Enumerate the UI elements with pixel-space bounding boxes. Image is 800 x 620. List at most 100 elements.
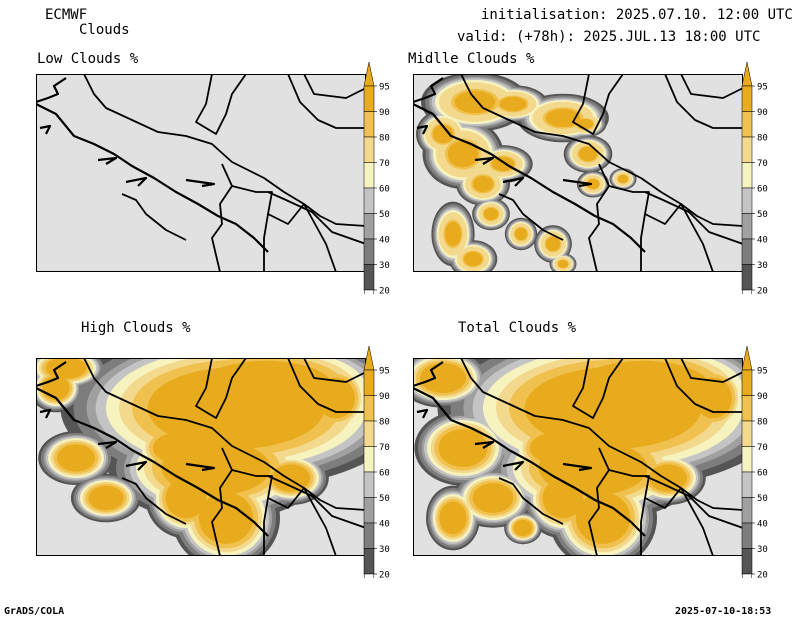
panel-title-low: Low Clouds % <box>37 51 139 67</box>
country-border <box>303 74 366 99</box>
country-border <box>498 477 564 525</box>
footer-timestamp: 2025-07-10-18:53 <box>675 606 772 617</box>
coastline <box>36 77 67 104</box>
country-border <box>680 203 714 272</box>
middle-clouds-map <box>413 74 743 272</box>
cloud-cell <box>575 360 711 416</box>
colorbar-label: 40 <box>379 520 390 530</box>
cloud-cell <box>491 156 515 172</box>
colorbar-segment <box>363 111 375 138</box>
coastline <box>413 387 646 537</box>
cloud-cell <box>575 492 631 544</box>
low-clouds-map <box>36 74 366 272</box>
total-clouds-panel <box>413 358 743 556</box>
colorbar-low-svg: 95 90 80 70 60 50 40 30 20 <box>363 61 390 294</box>
colorbar-label: 40 <box>757 236 768 246</box>
colorbar-label: 90 <box>379 392 390 402</box>
country-border <box>287 74 366 129</box>
colorbar-label: 90 <box>379 108 390 118</box>
map-lines <box>36 74 366 272</box>
country-border <box>588 163 610 272</box>
country-border <box>680 358 743 383</box>
cloud-cell <box>88 485 124 511</box>
cloud-cell <box>542 477 584 519</box>
country-border <box>267 203 305 225</box>
coastline <box>185 462 216 472</box>
country-border <box>303 358 366 383</box>
footer-credit: GrADS/COLA <box>4 606 65 617</box>
colorbar-label: 50 <box>379 210 390 220</box>
map-lines <box>413 358 743 556</box>
colorbar-label: 90 <box>757 392 768 402</box>
colorbar-label: 60 <box>757 185 768 195</box>
colorbar-bottom-arrow <box>363 289 375 294</box>
colorbar-segment <box>363 446 375 473</box>
cloud-cell <box>545 108 581 128</box>
colorbar-segment <box>741 522 753 549</box>
coastline <box>562 462 593 472</box>
cloud-cell <box>152 433 200 463</box>
colorbar-label: 95 <box>757 83 768 93</box>
colorbar-middle: 95 90 80 70 60 50 40 30 20 <box>740 58 774 294</box>
coastline <box>502 460 525 471</box>
colorbar-label: 20 <box>757 287 768 295</box>
map-lines <box>36 358 366 556</box>
colorbar-high: 95 90 80 70 60 50 40 30 20 <box>362 342 396 578</box>
country-border <box>572 358 624 419</box>
panel-title-high: High Clouds % <box>81 320 191 336</box>
country-border <box>460 74 743 227</box>
colorbar-label: 95 <box>757 367 768 377</box>
colorbar-label: 90 <box>757 108 768 118</box>
colorbar-label: 20 <box>757 571 768 579</box>
coastline <box>185 178 216 188</box>
colorbar-segment <box>741 162 753 189</box>
colorbar-label: 60 <box>379 185 390 195</box>
colorbar-high-svg: 95 90 80 70 60 50 40 30 20 <box>363 345 390 578</box>
colorbar-label: 50 <box>757 210 768 220</box>
cloud-cell <box>419 363 467 393</box>
middle-clouds-panel <box>413 74 743 272</box>
colorbar-segment <box>741 136 753 163</box>
colorbar-label: 80 <box>757 418 768 428</box>
coastline <box>502 176 525 187</box>
coastline <box>474 440 495 449</box>
country-border <box>211 447 233 556</box>
country-border <box>644 487 682 509</box>
colorbar-label: 60 <box>757 469 768 479</box>
colorbar-label: 70 <box>757 159 768 169</box>
cloud-cell <box>198 492 254 544</box>
colorbar-segment <box>363 548 375 575</box>
coastline <box>562 178 593 188</box>
country-border <box>287 358 366 413</box>
country-border <box>680 74 743 99</box>
colorbar-label: 80 <box>379 134 390 144</box>
colorbar-low: 95 90 80 70 60 50 40 30 20 <box>362 58 396 294</box>
colorbar-label: 50 <box>379 494 390 504</box>
colorbar-segment <box>741 238 753 265</box>
map-background <box>36 74 366 272</box>
cloud-cell <box>545 236 561 252</box>
colorbar-segment <box>741 420 753 447</box>
cloud-cell <box>648 464 688 492</box>
country-border <box>83 74 366 227</box>
cloud-cell <box>499 96 527 112</box>
colorbar-segment <box>363 238 375 265</box>
cloud-layer-7 <box>432 90 629 269</box>
colorbar-segment <box>363 136 375 163</box>
colorbar-label: 80 <box>379 418 390 428</box>
coastline <box>416 124 429 135</box>
country-border <box>195 358 247 419</box>
colorbar-bottom-arrow <box>363 573 375 578</box>
colorbar-segment <box>363 187 375 214</box>
cloud-cell <box>578 146 598 162</box>
colorbar-segment <box>363 213 375 240</box>
cloud-cell <box>198 360 334 416</box>
country-border <box>231 185 273 272</box>
coastline <box>474 156 495 165</box>
colorbar-segment <box>741 548 753 575</box>
colorbar-segment <box>363 85 375 112</box>
country-border <box>664 358 743 413</box>
colorbar-label: 40 <box>757 520 768 530</box>
colorbar-segment <box>363 522 375 549</box>
colorbar-segment <box>741 213 753 240</box>
